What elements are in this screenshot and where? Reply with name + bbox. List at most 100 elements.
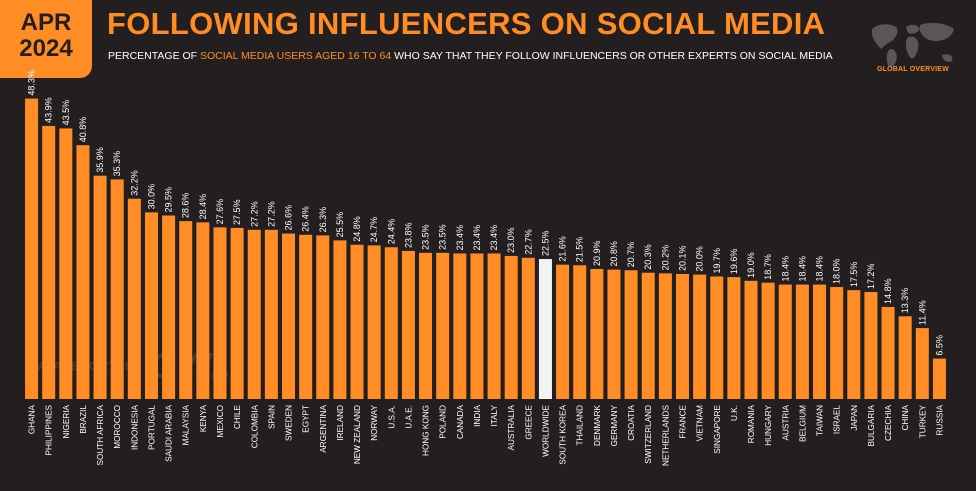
page-subtitle: PERCENTAGE OF SOCIAL MEDIA USERS AGED 16… — [108, 50, 833, 62]
category-label: GHANA — [28, 404, 37, 434]
value-label: 26.3% — [318, 207, 328, 233]
bar-hong-kong — [419, 252, 433, 399]
bar-u-s-a- — [384, 247, 398, 399]
category-label: ISRAEL — [833, 405, 842, 435]
value-label: 35.3% — [112, 151, 122, 177]
bar-bulgaria — [864, 292, 878, 399]
category-label: INDIA — [473, 404, 482, 426]
bar-romania — [744, 280, 758, 399]
bar-egypt — [299, 234, 313, 399]
bars-group — [25, 98, 946, 399]
value-label: 40.8% — [78, 117, 88, 143]
value-label: 27.2% — [249, 201, 259, 227]
bar-croatia — [624, 270, 638, 399]
value-label: 17.5% — [849, 262, 859, 288]
value-label: 18.4% — [815, 256, 825, 282]
category-label: TAIWAN — [816, 405, 825, 436]
category-label: DENMARK — [593, 404, 602, 445]
value-label: 27.2% — [266, 201, 276, 227]
value-labels-group: 48.3% 43.9% 43.5% 40.8% 35.9% 35.3% 32.2% 30.0%… — [27, 70, 945, 356]
bar-argentina — [316, 235, 330, 399]
bar-switzerland — [641, 272, 655, 399]
category-label: BELGIUM — [798, 405, 807, 442]
category-label: AUSTRIA — [781, 404, 790, 440]
category-label: SPAIN — [267, 405, 276, 429]
value-label: 32.2% — [129, 170, 139, 196]
bar-chile — [230, 227, 244, 399]
value-label: 48.3% — [27, 70, 37, 96]
category-label: JAPAN — [850, 405, 859, 431]
category-label: IRELAND — [336, 405, 345, 441]
value-label: 28.6% — [181, 193, 191, 219]
bar-china — [898, 316, 912, 399]
value-label: 19.7% — [712, 248, 722, 274]
category-label: AUSTRALIA — [507, 404, 516, 450]
page-title: FOLLOWING INFLUENCERS ON SOCIAL MEDIA — [107, 6, 826, 41]
category-label: SWEDEN — [285, 405, 294, 441]
bar-taiwan — [813, 284, 827, 399]
value-label: 18.4% — [780, 256, 790, 282]
category-label: U.S.A. — [387, 405, 396, 429]
value-label: 18.7% — [763, 254, 773, 280]
value-label: 25.5% — [335, 212, 345, 238]
bar-nigeria — [59, 128, 73, 399]
category-label: HONG KONG — [422, 405, 431, 456]
category-label: INDONESIA — [130, 404, 139, 450]
value-label: 29.5% — [164, 187, 174, 213]
bar-philippines — [42, 125, 56, 399]
category-label: SOUTH AFRICA — [96, 404, 105, 465]
date-badge: APR 2024 — [0, 0, 92, 78]
bar-mexico — [213, 227, 227, 399]
category-labels-group: GHANA PHILIPPINES NIGERIA BRAZIL SOUTH AFRIC… — [28, 404, 945, 466]
bar-denmark — [590, 269, 604, 399]
value-label: 35.9% — [95, 147, 105, 173]
category-label: SOUTH KOREA — [559, 404, 568, 464]
category-label: SAUDI ARABIA — [165, 404, 174, 461]
value-label: 23.4% — [472, 225, 482, 251]
value-label: 22.7% — [523, 229, 533, 255]
category-label: GREECE — [524, 404, 533, 439]
value-label: 23.5% — [421, 224, 431, 250]
value-label: 27.5% — [232, 199, 242, 225]
value-label: 20.2% — [660, 245, 670, 271]
value-label: 26.4% — [301, 206, 311, 232]
bar-russia — [932, 358, 946, 399]
category-label: PHILIPPINES — [45, 404, 54, 455]
category-label: THAILAND — [576, 405, 585, 446]
value-label: 23.4% — [489, 225, 499, 251]
category-label: CANADA — [456, 404, 465, 439]
bar-thailand — [573, 265, 587, 399]
subtitle-highlight: SOCIAL MEDIA USERS AGED 16 TO 64 — [199, 50, 392, 62]
category-label: BRAZIL — [79, 405, 88, 434]
bar-austria — [778, 284, 792, 399]
value-label: 13.3% — [900, 288, 910, 314]
bar-portugal — [144, 212, 158, 399]
value-label: 18.0% — [832, 259, 842, 285]
category-label: U.K. — [730, 405, 739, 421]
category-label: RUSSIA — [935, 404, 944, 435]
category-label: HUNGARY — [764, 404, 773, 445]
bar-canada — [453, 253, 467, 399]
value-label: 43.9% — [44, 97, 54, 123]
value-label: 21.6% — [558, 236, 568, 262]
value-label: 28.4% — [198, 194, 208, 220]
value-label: 26.6% — [284, 205, 294, 231]
bar-greece — [521, 257, 535, 399]
bar-south-korea — [556, 264, 570, 399]
value-label: 20.1% — [677, 245, 687, 271]
value-label: 19.0% — [746, 252, 756, 278]
value-label: 20.3% — [643, 244, 653, 270]
category-label: CROATIA — [627, 404, 636, 440]
category-label: NETHERLANDS — [661, 404, 670, 466]
value-label: 24.7% — [369, 217, 379, 243]
bar-worldwide — [538, 259, 552, 399]
value-label: 21.5% — [575, 237, 585, 263]
value-label: 23.8% — [403, 222, 413, 248]
bar-germany — [607, 269, 621, 399]
bar-u-a-e- — [401, 250, 415, 399]
value-label: 30.0% — [146, 184, 156, 210]
category-label: POLAND — [439, 405, 448, 439]
category-label: VIETNAM — [696, 405, 705, 442]
category-label: KENYA — [199, 404, 208, 432]
